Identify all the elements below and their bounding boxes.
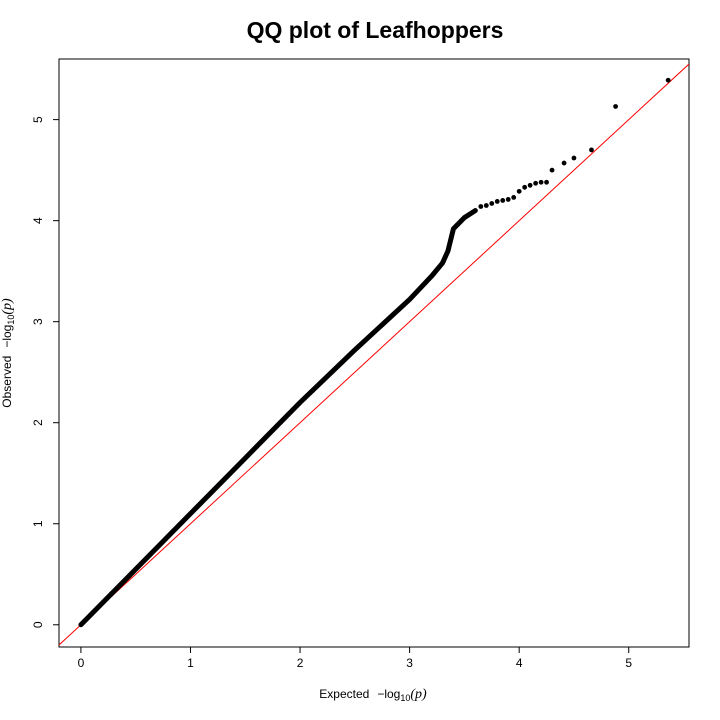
x-tick-label: 4 [516,656,523,670]
y-axis: 0 1 2 3 4 5 [31,116,59,628]
y-tick-label: 3 [31,318,45,325]
x-tick-label: 5 [625,656,632,670]
data-point [533,180,539,186]
data-point [527,182,533,188]
y-tick-label: 4 [31,217,45,224]
y-tick-label: 2 [31,419,45,426]
plot-frame [58,58,690,648]
data-point [561,160,567,166]
data-point [589,147,594,153]
x-tick-label: 2 [297,656,304,670]
data-point [544,179,549,185]
data-point [511,195,517,200]
data-point [522,184,528,190]
trend-points [78,208,478,628]
data-point [613,104,618,109]
x-tick-label: 0 [78,656,85,670]
y-tick-label: 1 [31,520,45,527]
x-axis-label: Expected −log10(p) [319,687,427,703]
y-tick-label: 0 [31,621,45,628]
data-point [500,198,506,203]
y-axis-label: Observed−log10(p) [0,298,16,408]
data-point [494,199,500,204]
data-point [478,204,484,209]
data-point [571,155,577,161]
data-point [516,188,522,194]
data-point [538,179,544,185]
data-points [478,77,671,209]
x-axis: 0 1 2 3 4 5 [78,647,632,670]
y-tick-label: 5 [31,116,45,123]
x-tick-label: 1 [187,656,194,670]
data-point [505,197,511,202]
data-point [549,167,555,173]
x-tick-label: 3 [406,656,413,670]
data-point [489,201,495,206]
data-point [665,77,671,83]
data-point [483,203,489,208]
reference-line [59,63,689,646]
chart-title: QQ plot of Leafhoppers [247,17,504,43]
